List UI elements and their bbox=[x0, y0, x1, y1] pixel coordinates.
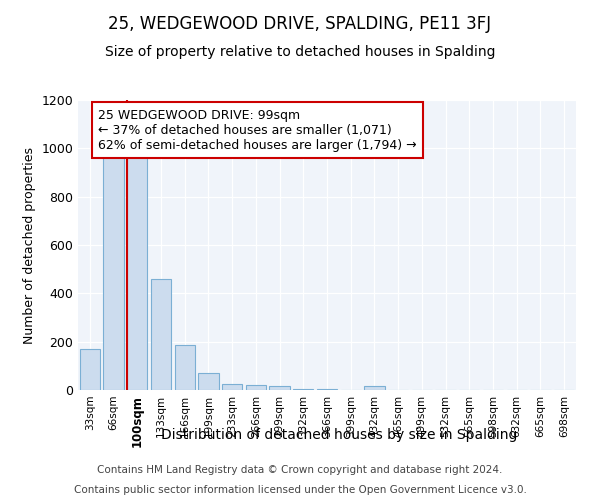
Bar bbox=[293, 389, 313, 390]
Bar bbox=[127, 150, 148, 390]
Bar bbox=[151, 279, 171, 390]
Y-axis label: Number of detached properties: Number of detached properties bbox=[23, 146, 36, 344]
Bar bbox=[175, 346, 195, 390]
Text: 25, WEDGEWOOD DRIVE, SPALDING, PE11 3FJ: 25, WEDGEWOOD DRIVE, SPALDING, PE11 3FJ bbox=[109, 15, 491, 33]
Text: Distribution of detached houses by size in Spalding: Distribution of detached houses by size … bbox=[161, 428, 517, 442]
Bar bbox=[269, 386, 290, 390]
Bar bbox=[103, 157, 124, 390]
Bar bbox=[364, 386, 385, 390]
Bar bbox=[199, 373, 218, 390]
Text: Contains public sector information licensed under the Open Government Licence v3: Contains public sector information licen… bbox=[74, 485, 526, 495]
Text: Contains HM Land Registry data © Crown copyright and database right 2024.: Contains HM Land Registry data © Crown c… bbox=[97, 465, 503, 475]
Text: 25 WEDGEWOOD DRIVE: 99sqm
← 37% of detached houses are smaller (1,071)
62% of se: 25 WEDGEWOOD DRIVE: 99sqm ← 37% of detac… bbox=[98, 108, 416, 152]
Bar bbox=[317, 389, 337, 390]
Text: Size of property relative to detached houses in Spalding: Size of property relative to detached ho… bbox=[105, 45, 495, 59]
Bar bbox=[80, 349, 100, 390]
Bar bbox=[222, 384, 242, 390]
Bar bbox=[246, 385, 266, 390]
